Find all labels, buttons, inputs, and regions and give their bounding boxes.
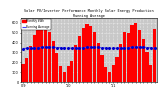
Bar <box>145 52 149 82</box>
Bar <box>115 57 119 82</box>
Bar <box>74 45 77 82</box>
Bar <box>40 26 43 82</box>
Bar <box>33 35 36 82</box>
Bar <box>97 43 100 82</box>
Bar <box>70 61 73 82</box>
Bar <box>48 32 51 82</box>
Bar <box>153 29 156 82</box>
Bar <box>82 28 85 82</box>
Bar <box>25 58 28 82</box>
Bar <box>108 72 111 82</box>
Bar <box>142 39 145 82</box>
Bar <box>52 41 55 82</box>
Bar <box>130 25 134 82</box>
Bar <box>85 24 88 82</box>
Bar <box>29 46 32 82</box>
Bar <box>55 53 58 82</box>
Bar <box>123 32 126 82</box>
Bar <box>36 30 40 82</box>
Bar <box>93 32 96 82</box>
Bar <box>149 65 152 82</box>
Legend: Monthly kWh, Running Average: Monthly kWh, Running Average <box>21 19 51 30</box>
Bar <box>63 72 66 82</box>
Bar <box>127 33 130 82</box>
Bar <box>67 66 70 82</box>
Bar <box>119 44 122 82</box>
Title: Solar PV/Inverter Performance Monthly Solar Energy Production Running Average: Solar PV/Inverter Performance Monthly So… <box>24 9 154 18</box>
Bar <box>78 36 81 82</box>
Bar <box>104 67 107 82</box>
Bar <box>100 55 104 82</box>
Bar <box>138 30 141 82</box>
Bar <box>89 26 92 82</box>
Bar <box>112 66 115 82</box>
Bar <box>21 64 25 82</box>
Bar <box>44 28 47 82</box>
Bar <box>134 23 137 82</box>
Bar <box>59 66 62 82</box>
